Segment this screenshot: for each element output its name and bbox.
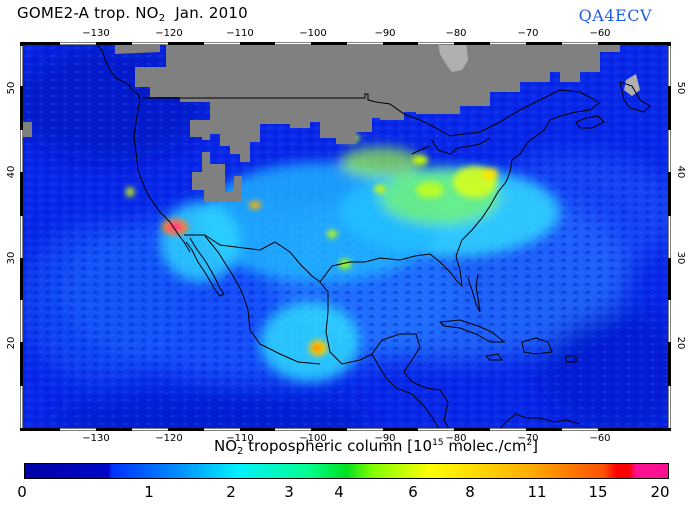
- longitude-tick-label: −70: [517, 29, 538, 39]
- longitude-tick-label: −80: [445, 29, 466, 39]
- title-text: GOME2-A trop. NO: [17, 4, 159, 22]
- longitude-tick-label: −120: [155, 29, 182, 39]
- colorbar-title: NO2 tropospheric column [1015 molec./cm2…: [0, 437, 692, 457]
- map-title: GOME2-A trop. NO2 Jan. 2010: [17, 4, 248, 24]
- colorbar-tick-label: 11: [527, 483, 546, 501]
- map-plot: [20, 42, 671, 431]
- latitude-tick-label: 20: [7, 337, 17, 350]
- longitude-tick-label: −90: [374, 29, 395, 39]
- latitude-tick-label: 20: [675, 337, 685, 350]
- longitude-tick-label: −130: [82, 29, 109, 39]
- colorbar-tick-label: 15: [588, 483, 607, 501]
- colorbar-tick-label: 3: [284, 483, 294, 501]
- colorbar-tick-label: 6: [408, 483, 418, 501]
- colorbar-tick-label: 4: [334, 483, 344, 501]
- latitude-tick-label: 30: [7, 252, 17, 265]
- colorbar-tick-label: 8: [465, 483, 475, 501]
- colorbar-tick-label: 1: [144, 483, 154, 501]
- latitude-tick-label: 30: [675, 252, 685, 265]
- latitude-tick-label: 40: [7, 166, 17, 179]
- colorbar-title-units: molec./cm: [444, 437, 527, 455]
- colorbar-tick-label: 2: [226, 483, 236, 501]
- longitude-tick-label: −110: [226, 29, 253, 39]
- colorbar-title-exponent: 15: [432, 438, 443, 448]
- colorbar-title-species: NO: [214, 437, 237, 455]
- colorbar-title-text: tropospheric column [10: [243, 437, 432, 455]
- longitude-tick-label: −60: [589, 29, 610, 39]
- title-subscript: 2: [159, 13, 166, 24]
- brand-label: QA4ECV: [579, 6, 652, 25]
- colorbar-title-bracket: ]: [532, 437, 538, 455]
- colorbar-tick-label: 20: [650, 483, 669, 501]
- latitude-tick-label: 50: [675, 82, 685, 95]
- colorbar: [24, 463, 669, 479]
- latitude-tick-label: 40: [675, 166, 685, 179]
- longitude-tick-label: −100: [299, 29, 326, 39]
- colorbar-tick-label: 0: [17, 483, 27, 501]
- latitude-tick-label: 50: [7, 82, 17, 95]
- title-date: Jan. 2010: [175, 4, 248, 22]
